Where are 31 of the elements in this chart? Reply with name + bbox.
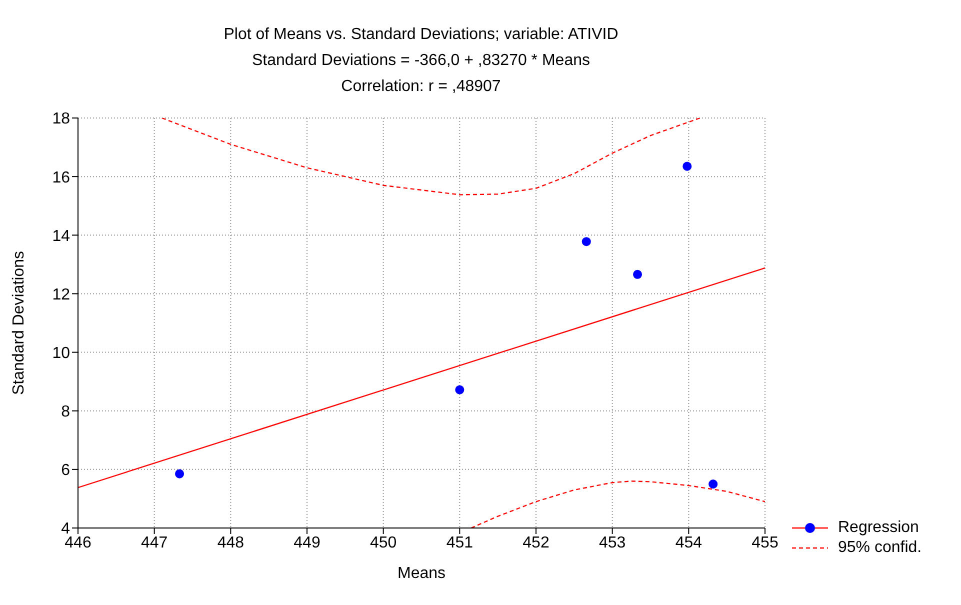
x-tick-label: 449 (294, 534, 320, 552)
y-tick-label: 16 (52, 169, 70, 186)
x-tick-label: 447 (140, 534, 168, 552)
x-tick-label: 451 (446, 534, 474, 552)
line-series (161, 118, 701, 196)
y-tick-label: 12 (52, 286, 70, 304)
y-tick-label: 14 (52, 228, 70, 245)
x-tick-label: 450 (370, 534, 397, 552)
point (682, 162, 692, 171)
point (708, 480, 718, 489)
x-tick-label: 453 (598, 534, 626, 552)
chart-title: Plot of Means vs. Standard Deviations; variable: ATIVID (222, 25, 620, 45)
legend-label: 95% confid. (838, 538, 922, 558)
x-axis-title: Means (397, 565, 446, 582)
legend-label: Regression (838, 518, 919, 538)
text: Correlation: r = ,48907 (340, 77, 502, 97)
x-tick-label: 455 (752, 534, 778, 552)
point (633, 270, 642, 279)
point (175, 469, 184, 478)
y-axis-title: Standard Deviations (10, 250, 28, 396)
x-tick-label: 452 (522, 534, 550, 552)
point (455, 385, 464, 394)
x-tick-label: 454 (675, 534, 702, 552)
y-tick-label: 10 (52, 344, 70, 362)
y-tick-label: 6 (61, 462, 70, 480)
x-tick-label: 448 (217, 534, 244, 552)
point (582, 237, 591, 246)
line-series (470, 480, 765, 528)
y-tick-label: 18 (52, 110, 70, 128)
y-tick-label: 8 (61, 404, 70, 421)
chart-subtitle: Standard Deviations = -366,0 + ,83270 * Means (251, 51, 591, 71)
